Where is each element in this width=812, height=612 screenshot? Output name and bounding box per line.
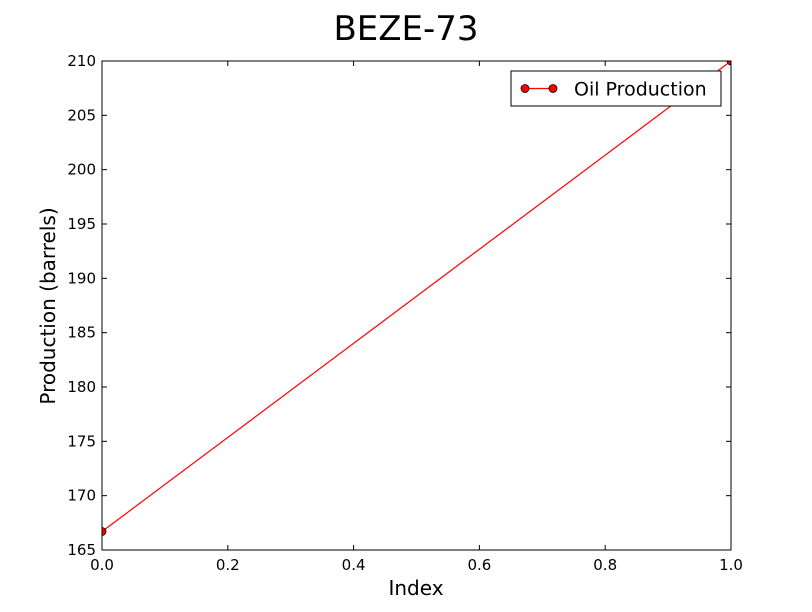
x-tick-label: 0.0 [90, 556, 114, 574]
legend-marker [548, 84, 558, 93]
x-tick-label: 0.8 [593, 556, 617, 574]
y-tick-label: 165 [67, 541, 96, 559]
y-tick-label: 170 [67, 487, 96, 505]
axes-frame [101, 60, 732, 551]
data-point [102, 527, 107, 536]
legend: Oil Production [510, 70, 722, 107]
x-tick-label: 0.4 [342, 556, 366, 574]
legend-label: Oil Production [574, 79, 707, 101]
series-0 [102, 61, 731, 536]
y-tick-label: 210 [67, 52, 96, 70]
series-line [102, 61, 731, 533]
y-tick-label: 180 [67, 378, 96, 396]
plot-area: 0.0 0.2 0.4 0.6 0.8 1.0 165 170 175 180 185 190 195 2… [67, 52, 743, 574]
x-axis-title: Index [388, 576, 443, 600]
y-tick-label: 195 [67, 215, 96, 233]
y-tick-label: 190 [67, 269, 96, 287]
y-tick-label: 185 [67, 324, 96, 342]
chart-title: BEZE-73 [333, 9, 478, 49]
x-tick-label: 0.6 [467, 556, 491, 574]
x-tick-label: 1.0 [719, 556, 743, 574]
y-axis-title: Production (barrels) [36, 207, 60, 404]
y-tick-label: 205 [67, 106, 96, 124]
data-point [726, 61, 731, 66]
x-tick-label: 0.2 [216, 556, 240, 574]
y-tick-label: 200 [67, 161, 96, 179]
legend-marker [520, 84, 530, 93]
y-tick-label: 175 [67, 432, 96, 450]
